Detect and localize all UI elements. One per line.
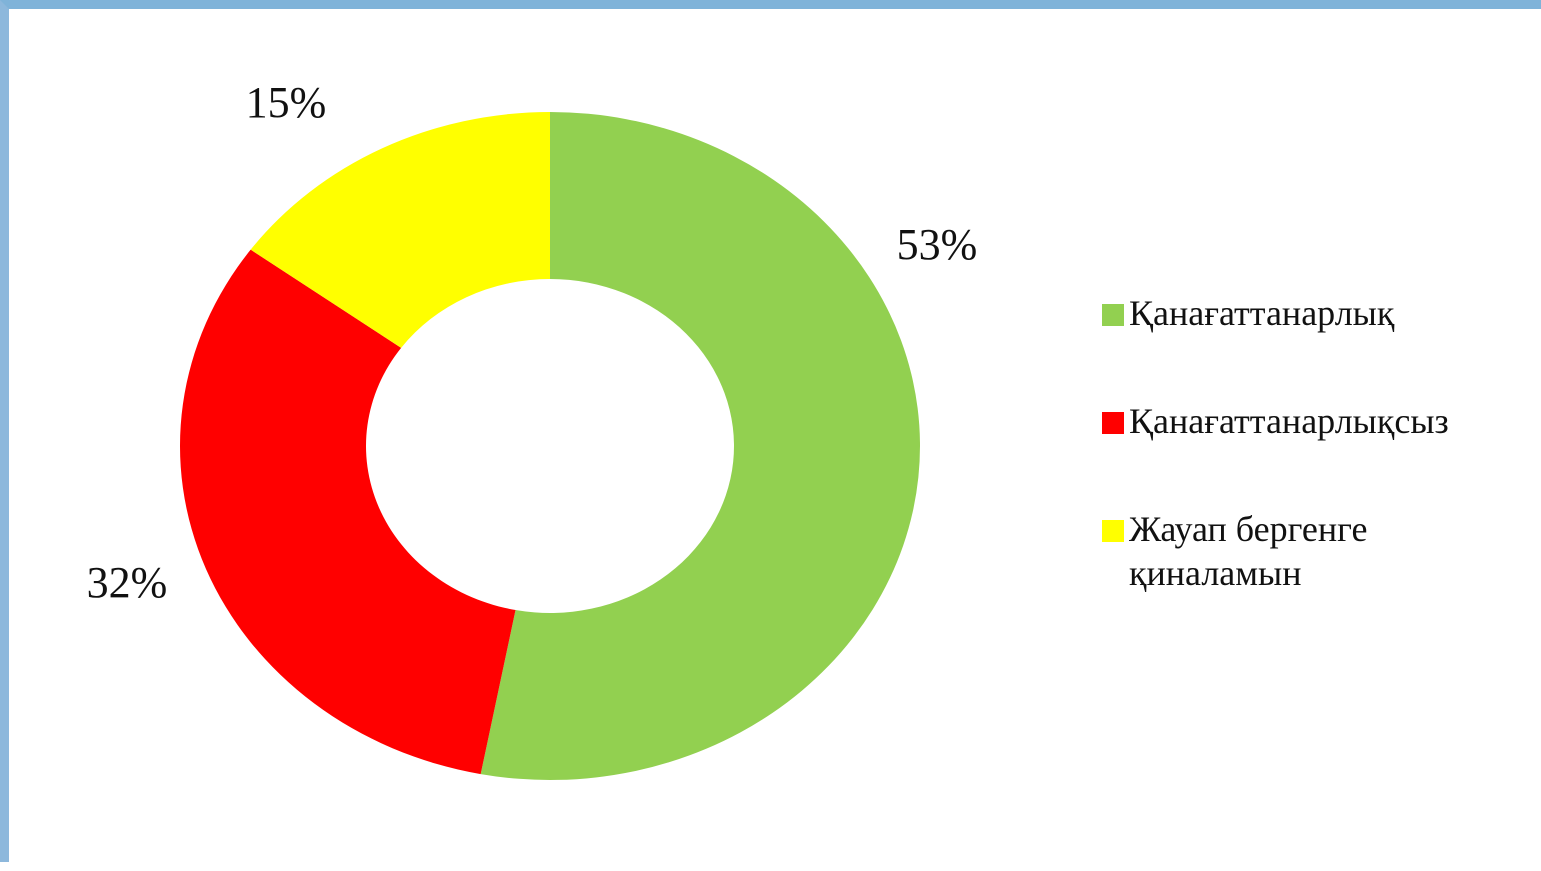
donut-slice [480, 112, 920, 780]
legend-swatch [1102, 520, 1124, 542]
legend-item: Жауап бергенге қиналамын [1099, 507, 1459, 595]
chart: 53% 32% 15% [87, 78, 978, 780]
legend-label: Қанағаттанарлық [1129, 293, 1395, 333]
data-label: 15% [246, 78, 327, 127]
donut-slice [250, 112, 551, 348]
data-label: 32% [87, 558, 168, 607]
legend-swatch [1102, 412, 1124, 434]
data-label: 53% [897, 220, 978, 269]
legend: Қанағаттанарлық Қанағаттанарлықсыз Жауап б… [1099, 291, 1519, 659]
legend-label: Қанағаттанарлықсыз [1129, 401, 1449, 441]
legend-label: Жауап бергенге қиналамын [1129, 509, 1368, 593]
legend-item: Қанағаттанарлық [1099, 291, 1459, 335]
legend-swatch [1102, 304, 1124, 326]
legend-item: Қанағаттанарлықсыз [1099, 399, 1519, 443]
donut-slice [180, 249, 516, 775]
